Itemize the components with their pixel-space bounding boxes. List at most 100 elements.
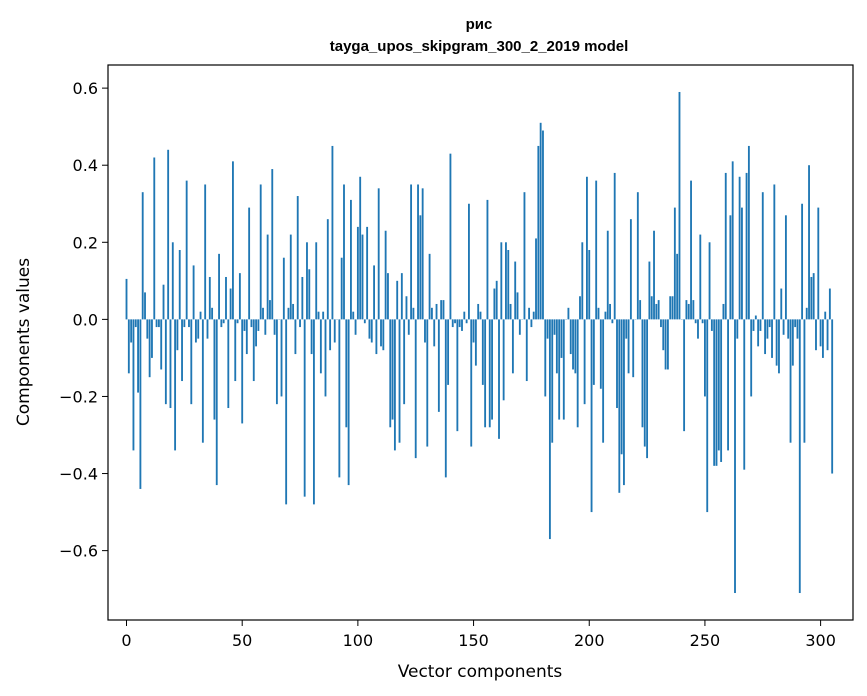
bar-211 <box>613 172 616 320</box>
bar-275 <box>761 192 764 320</box>
bar-260 <box>727 319 729 451</box>
bar-65 <box>275 319 278 405</box>
bar-140 <box>449 153 452 320</box>
bar-168 <box>514 261 517 320</box>
bar-253 <box>710 319 713 331</box>
bar-120 <box>403 319 406 405</box>
bar-194 <box>574 319 577 374</box>
bar-71 <box>289 234 292 320</box>
bar-34 <box>204 184 207 320</box>
bar-2 <box>130 319 133 343</box>
bar-98 <box>352 311 355 320</box>
bar-31 <box>197 319 200 339</box>
bar-11 <box>151 319 153 358</box>
bar-274 <box>759 319 762 331</box>
bar-223 <box>641 319 644 428</box>
bar-70 <box>287 307 290 320</box>
bar-73 <box>294 319 297 355</box>
bar-255 <box>715 319 718 466</box>
bar-226 <box>648 261 651 320</box>
bar-235 <box>669 296 672 320</box>
bar-49 <box>238 273 241 320</box>
bar-124 <box>412 307 415 320</box>
bar-146 <box>463 311 466 320</box>
bar-84 <box>319 319 322 374</box>
bar-215 <box>623 319 625 486</box>
x-tick-label: 100 <box>343 631 374 650</box>
bar-173 <box>525 319 528 382</box>
bar-195 <box>576 319 579 428</box>
bar-276 <box>764 319 767 355</box>
bar-101 <box>359 176 362 320</box>
bar-97 <box>350 199 352 320</box>
bar-51 <box>243 319 246 331</box>
bar-0 <box>125 278 128 320</box>
bar-155 <box>484 319 487 428</box>
bar-272 <box>754 315 757 320</box>
bar-38 <box>213 319 216 420</box>
bar-304 <box>828 288 831 320</box>
bar-59 <box>262 307 264 320</box>
bar-219 <box>632 319 635 378</box>
bar-158 <box>491 319 493 420</box>
bar-233 <box>664 319 667 370</box>
bar-6 <box>139 319 142 489</box>
bar-25 <box>183 319 186 328</box>
bar-144 <box>458 319 461 328</box>
bar-131 <box>428 253 431 320</box>
bar-111 <box>382 319 385 351</box>
bar-286 <box>787 319 790 339</box>
bar-153 <box>479 311 482 320</box>
y-axis-label: Components values <box>14 258 34 426</box>
bar-12 <box>153 157 156 320</box>
bar-225 <box>646 319 649 459</box>
bar-81 <box>312 319 315 505</box>
bar-248 <box>699 234 702 320</box>
bar-224 <box>643 319 646 447</box>
bar-229 <box>655 303 658 320</box>
bar-259 <box>724 172 727 320</box>
bar-196 <box>579 296 581 320</box>
bar-117 <box>396 280 399 320</box>
bar-270 <box>750 319 753 397</box>
bar-208 <box>606 230 609 320</box>
bar-116 <box>393 319 396 451</box>
bar-152 <box>477 303 480 320</box>
bar-203 <box>595 180 598 320</box>
bar-30 <box>194 319 197 343</box>
bar-281 <box>775 319 778 366</box>
y-tick-label: −0.6 <box>59 542 98 561</box>
bar-256 <box>717 319 720 451</box>
bar-13 <box>155 319 158 328</box>
bar-3 <box>132 319 135 451</box>
bar-143 <box>456 319 459 432</box>
bar-132 <box>430 307 433 320</box>
x-tick-label: 0 <box>121 631 131 650</box>
bar-148 <box>468 203 470 320</box>
bar-89 <box>331 145 334 320</box>
bar-29 <box>192 265 195 320</box>
bar-105 <box>368 319 371 339</box>
bar-183 <box>548 319 551 540</box>
bar-258 <box>722 303 725 320</box>
bar-32 <box>199 311 202 320</box>
bar-214 <box>620 319 623 455</box>
bar-257 <box>720 319 723 462</box>
bar-299 <box>817 207 820 320</box>
bar-250 <box>704 319 706 397</box>
bar-162 <box>500 242 503 320</box>
bar-58 <box>259 184 262 320</box>
bar-77 <box>303 319 306 497</box>
bar-55 <box>252 319 255 382</box>
bar-43 <box>225 276 227 320</box>
bar-176 <box>532 311 535 320</box>
bar-15 <box>160 319 163 370</box>
bar-261 <box>729 215 732 320</box>
bar-39 <box>215 319 218 486</box>
bar-44 <box>227 319 230 409</box>
bar-26 <box>185 180 188 320</box>
bar-5 <box>137 319 139 393</box>
bar-19 <box>169 319 172 409</box>
bar-189 <box>562 319 565 420</box>
bar-16 <box>162 284 165 320</box>
